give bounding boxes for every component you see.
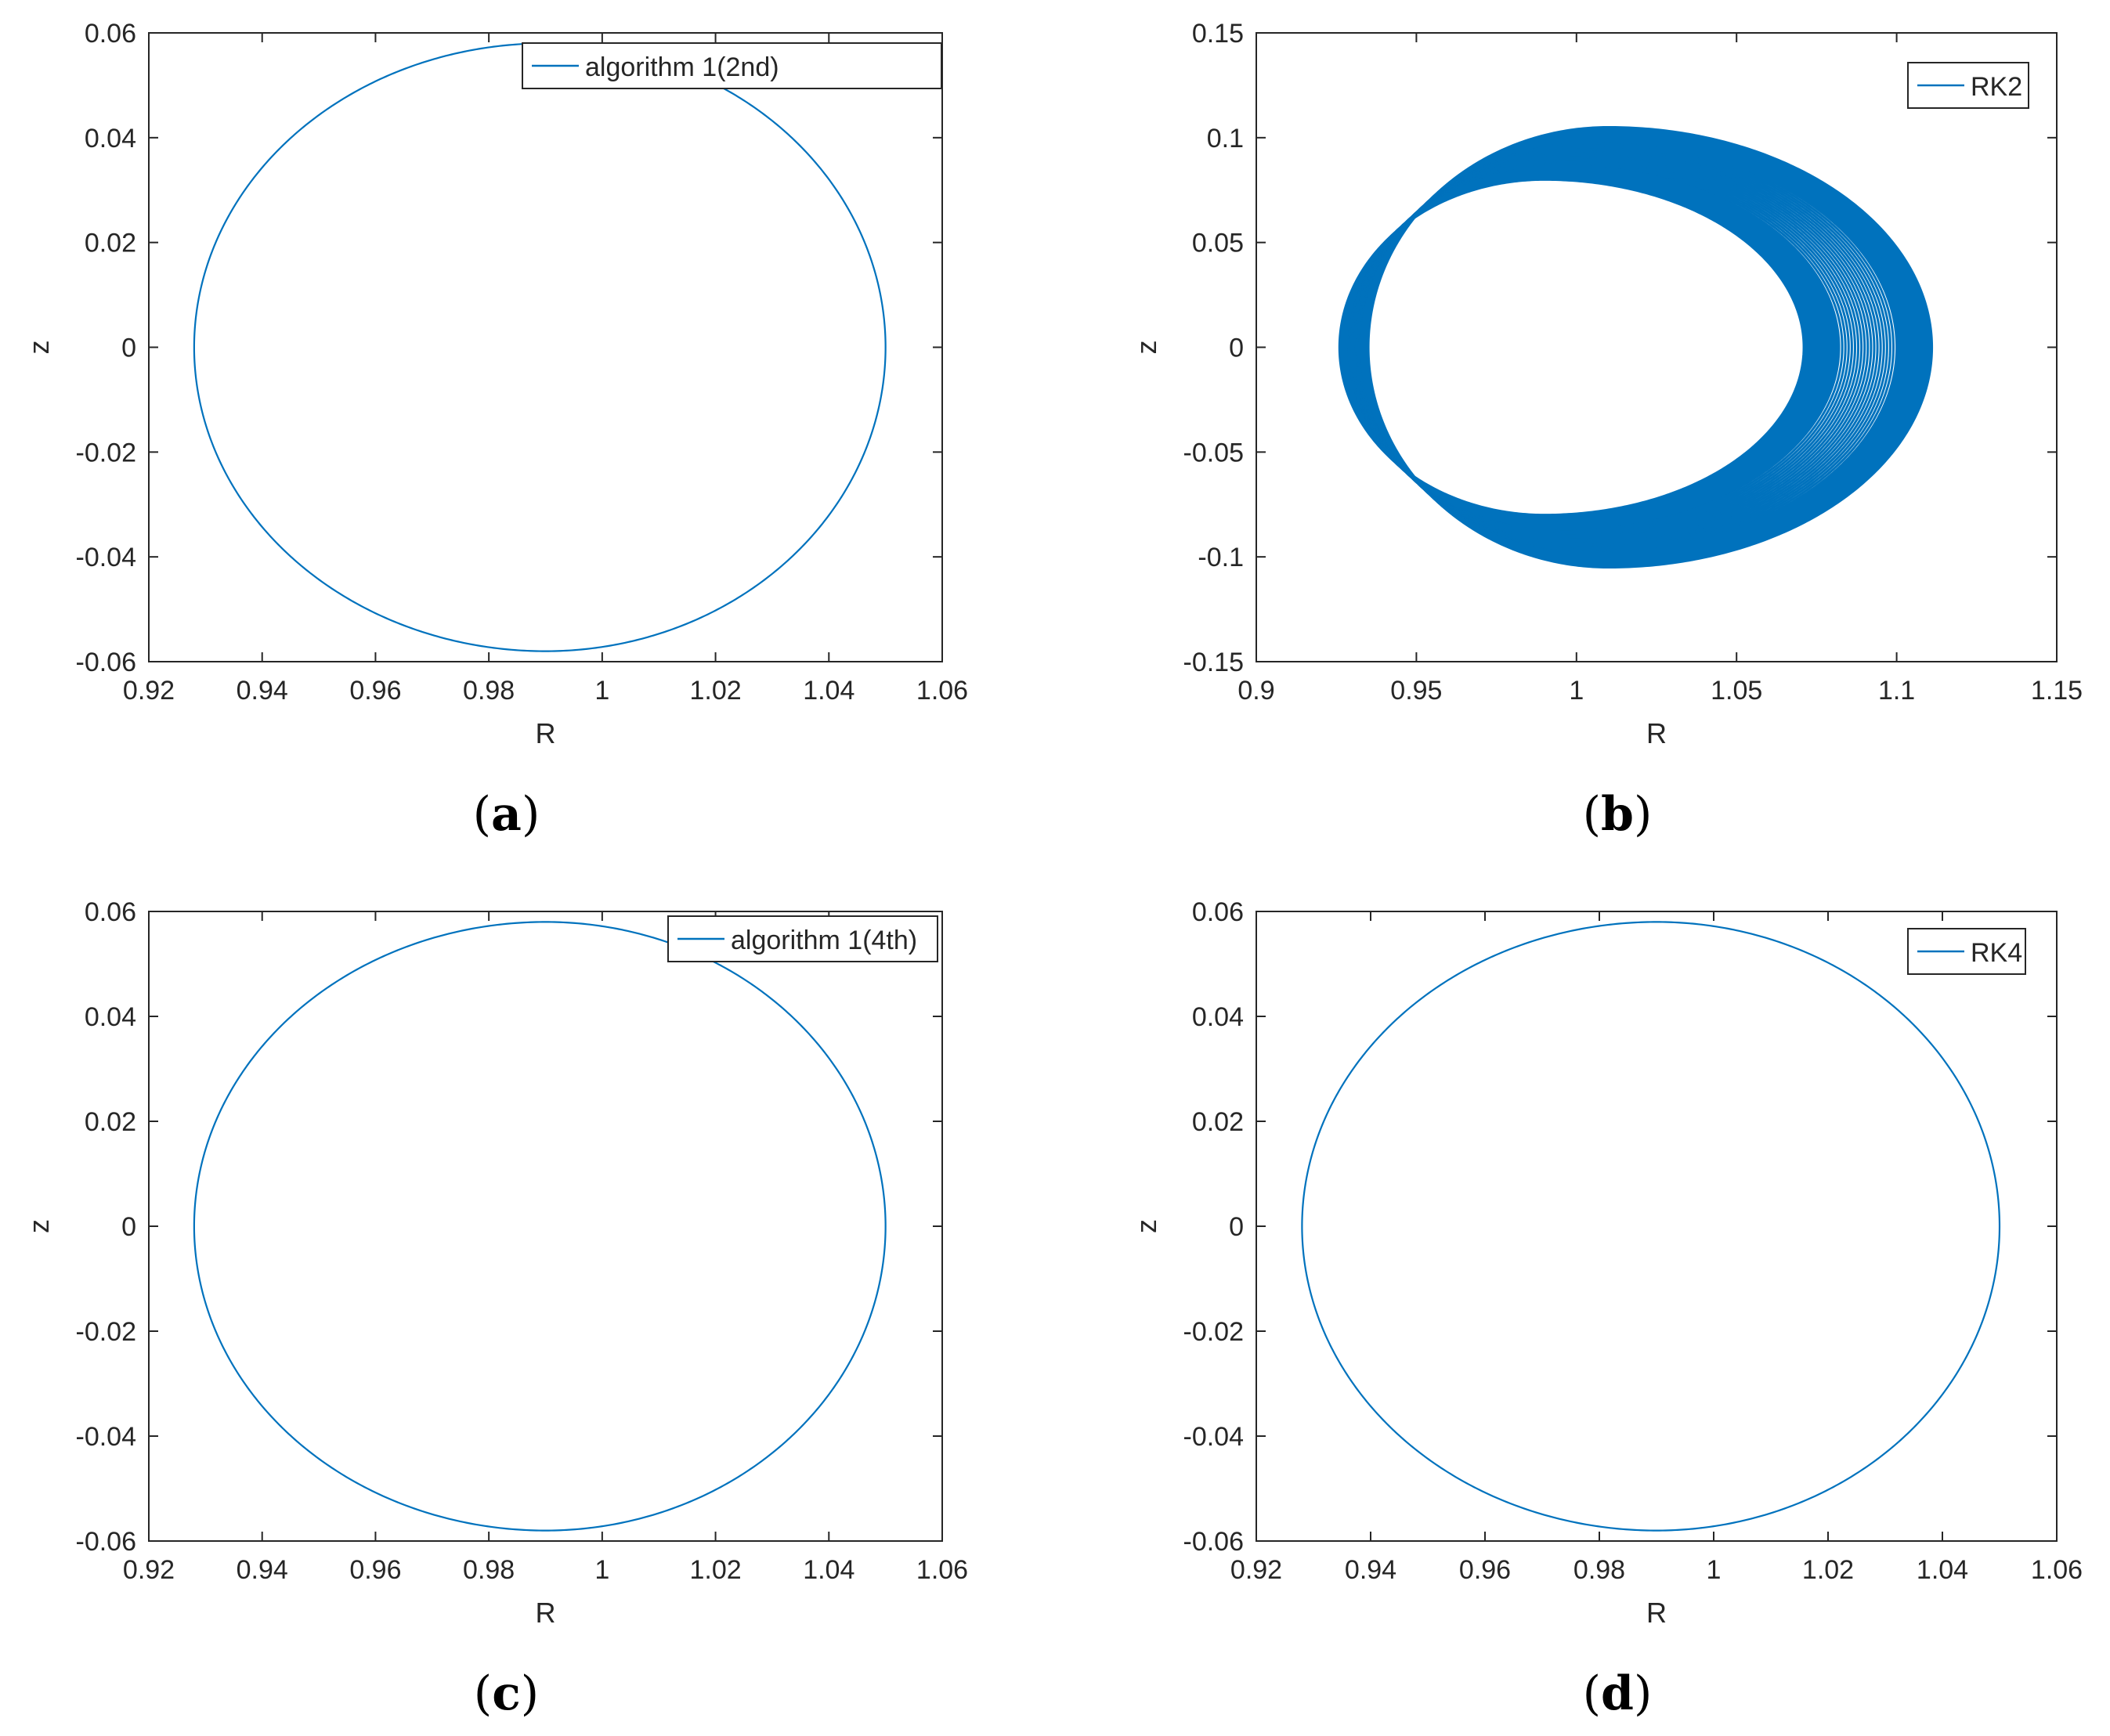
y-axis-label: z — [23, 341, 55, 355]
plot-area — [148, 32, 943, 662]
x-tick-label: 0.98 — [463, 676, 515, 706]
x-tick-label: 0.96 — [1459, 1555, 1511, 1585]
y-tick-label: -0.06 — [76, 648, 137, 677]
y-tick-label: -0.04 — [76, 1422, 137, 1452]
x-tick-label: 0.94 — [237, 1555, 288, 1585]
y-tick-label: 0.04 — [1192, 1002, 1244, 1032]
x-tick-label: 0.92 — [123, 1555, 175, 1585]
series-group — [1301, 921, 2001, 1532]
series-group — [1338, 125, 1934, 569]
x-axis-label: R — [1646, 1597, 1667, 1629]
x-tick-label: 1.04 — [803, 676, 854, 706]
y-tick-label: -0.06 — [76, 1527, 137, 1557]
x-tick-label: 1 — [1707, 1555, 1722, 1585]
y-tick-label: 0 — [1229, 1212, 1244, 1242]
x-tick-label: 0.95 — [1390, 676, 1442, 706]
x-tick-label: 1.02 — [689, 676, 741, 706]
y-tick-label: 0.04 — [85, 1002, 136, 1032]
chart-panel-2: 0.9 0.95 1 1.05 1.1 1.15 -0.15 -0.1 -0.05 0 0.05 0.… — [1130, 19, 2083, 842]
x-tick-label: 1.06 — [916, 1555, 968, 1585]
legend-box — [667, 915, 938, 962]
chart-panel-1: 0.92 0.94 0.96 0.98 1 1.02 1.04 1.06 -0.06 -0.04 -… — [23, 19, 968, 842]
x-tick-label: 1 — [594, 676, 609, 706]
x-tick-label: 0.96 — [349, 676, 401, 706]
y-tick-label: 0.02 — [1192, 1107, 1244, 1137]
y-tick-label: 0.02 — [85, 229, 136, 258]
orbit-line — [1301, 921, 2001, 1532]
y-tick-label: -0.04 — [1183, 1422, 1245, 1452]
x-tick-label: 0.98 — [463, 1555, 515, 1585]
plot-area — [1256, 911, 2058, 1542]
x-tick-label: 1.02 — [689, 1555, 741, 1585]
y-tick-label: -0.06 — [1183, 1527, 1245, 1557]
x-tick-label: 1.05 — [1711, 676, 1762, 706]
y-axis-label: z — [1130, 1219, 1162, 1233]
y-tick-label: 0 — [121, 1212, 136, 1242]
y-tick-label: -0.02 — [1183, 1317, 1245, 1347]
y-tick-label: -0.02 — [76, 438, 137, 467]
x-tick-label: 0.94 — [237, 676, 288, 706]
x-axis-label: R — [1646, 717, 1667, 749]
x-tick-label: 0.9 — [1237, 676, 1274, 706]
y-tick-label: 0.06 — [85, 19, 136, 49]
x-tick-label: 1.06 — [2031, 1555, 2083, 1585]
y-tick-label: -0.15 — [1183, 648, 1245, 677]
y-tick-label: 0.05 — [1192, 229, 1244, 258]
legend-label: algorithm 1(2nd) — [585, 52, 779, 82]
x-tick-label: 0.92 — [1230, 1555, 1282, 1585]
x-tick-label: 0.98 — [1573, 1555, 1625, 1585]
x-axis-label: R — [536, 1597, 556, 1629]
legend-box — [522, 42, 942, 89]
y-tick-label: 0 — [1229, 334, 1244, 363]
x-tick-label: 1.15 — [2031, 676, 2083, 706]
panel-label: (b) — [1583, 787, 1653, 842]
orbit-line — [193, 42, 887, 652]
x-tick-label: 1 — [1569, 676, 1584, 706]
x-tick-label: 1 — [594, 1555, 609, 1585]
y-axis-label: z — [1130, 341, 1162, 355]
x-tick-label: 1.1 — [1878, 676, 1915, 706]
series-group — [193, 42, 887, 652]
panel-label: (a) — [473, 787, 540, 842]
y-axis-label: z — [23, 1219, 55, 1233]
y-tick-label: -0.05 — [1183, 438, 1245, 467]
x-tick-label: 1.04 — [1917, 1555, 1968, 1585]
y-tick-label: 0.06 — [85, 897, 136, 927]
legend-label: RK4 — [1971, 938, 2022, 968]
legend-label: algorithm 1(4th) — [731, 926, 917, 955]
x-tick-label: 1.02 — [1802, 1555, 1854, 1585]
y-tick-label: 0.1 — [1207, 124, 1244, 153]
x-tick-label: 1.06 — [916, 676, 968, 706]
series-group — [193, 921, 887, 1532]
legend: RK2 — [1907, 62, 2029, 109]
x-tick-label: 0.94 — [1345, 1555, 1396, 1585]
y-tick-label: -0.1 — [1198, 543, 1244, 572]
legend: algorithm 1(2nd) — [522, 42, 942, 89]
panel-label: (c) — [474, 1666, 539, 1721]
legend: algorithm 1(4th) — [667, 915, 938, 962]
plot-area — [148, 911, 943, 1542]
x-tick-label: 1.04 — [803, 1555, 854, 1585]
chart-panel-4: 0.92 0.94 0.96 0.98 1 1.02 1.04 1.06 -0.06 -0.04 -… — [1130, 897, 2083, 1721]
y-tick-label: 0.04 — [85, 124, 136, 153]
y-tick-label: 0.15 — [1192, 19, 1244, 49]
y-tick-label: -0.02 — [76, 1317, 137, 1347]
legend-label: RK2 — [1971, 72, 2022, 102]
y-tick-label: 0.02 — [85, 1107, 136, 1137]
orbit-line — [193, 921, 887, 1532]
x-tick-label: 0.96 — [349, 1555, 401, 1585]
chart-panel-3: 0.92 0.94 0.96 0.98 1 1.02 1.04 1.06 -0.06 -0.04 -… — [23, 897, 968, 1721]
y-tick-label: -0.04 — [76, 543, 137, 572]
x-tick-label: 0.92 — [123, 676, 175, 706]
panel-label: (d) — [1583, 1666, 1653, 1721]
y-tick-label: 0 — [121, 334, 136, 363]
legend: RK4 — [1907, 928, 2026, 975]
plot-area — [1256, 32, 2058, 662]
y-tick-label: 0.06 — [1192, 897, 1244, 927]
x-axis-label: R — [536, 717, 556, 749]
